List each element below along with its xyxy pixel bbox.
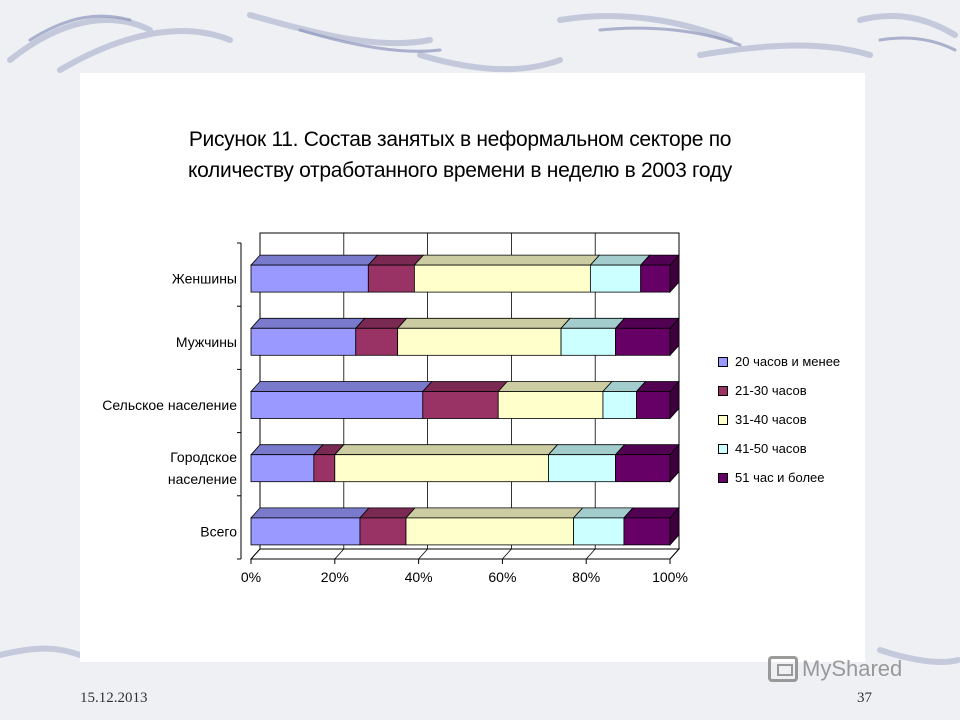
bar-segment-top [359, 507, 416, 519]
x-tick-label: 40% [405, 569, 433, 585]
legend-item: 21-30 часов [718, 376, 840, 405]
legend-label: 51 час и более [735, 470, 825, 485]
bar-segment-top [413, 254, 601, 266]
bar-segment-top [623, 507, 680, 519]
y-category-label: Городское [170, 449, 237, 465]
legend-label: 20 часов и менее [735, 354, 841, 369]
x-tick-label: 0% [241, 569, 261, 585]
bar-segment [615, 454, 671, 483]
bar-segment-top [250, 317, 366, 329]
floor-gridline [250, 548, 261, 560]
bar-segment-top [367, 254, 425, 266]
projector-icon [768, 656, 798, 682]
bar-segment-top [497, 381, 613, 392]
bar-segment-side [669, 443, 680, 483]
bar-segment [250, 517, 361, 546]
x-tick-label: 100% [652, 569, 688, 585]
bar-segment [602, 391, 637, 419]
bar-segment-top [250, 444, 324, 456]
legend-item: 41-50 часов [718, 434, 840, 463]
legend-swatch [718, 356, 728, 367]
bar-segment-top [421, 381, 509, 392]
legend-item: 51 час и более [718, 463, 840, 492]
bar-segment [250, 454, 315, 483]
bar-segment [250, 327, 357, 356]
chart-title: Рисунок 11. Состав занятых в неформально… [80, 124, 840, 186]
legend-item: 31-40 часов [718, 405, 840, 434]
floor-gridline [669, 548, 680, 560]
floor-gridline [418, 548, 428, 560]
bar-segment-top [333, 444, 559, 456]
floor-gridline [334, 548, 345, 560]
bar-segment [250, 264, 369, 293]
bar-segment-top [614, 444, 680, 456]
legend-label: 21-30 часов [735, 383, 807, 398]
bar-segment [615, 327, 671, 356]
x-tick-label: 20% [321, 569, 349, 585]
legend-label: 31-40 часов [735, 412, 807, 427]
legend-label: 41-50 часов [735, 441, 807, 456]
bar-segment [560, 327, 616, 356]
bar-segment-top [547, 444, 626, 456]
legend-item: 20 часов и менее [718, 347, 840, 376]
y-category-label: Всего [200, 523, 237, 539]
bar-segment-top [250, 507, 370, 519]
bar-segment [640, 264, 671, 293]
bar-segment-top [572, 507, 634, 519]
bar-segment [548, 454, 616, 483]
watermark-text: MyShared [802, 656, 903, 681]
x-tick-label: 60% [488, 569, 516, 585]
y-category-label: Женшины [172, 271, 237, 287]
bar-segment [623, 517, 671, 546]
bar-segment [250, 391, 424, 419]
bar-segment-top [250, 254, 379, 266]
bar-segment-top [405, 507, 584, 519]
floor-gridline [502, 548, 512, 560]
bar-segment [589, 264, 642, 293]
bar-segment [355, 327, 399, 356]
bar-segment [367, 264, 415, 293]
x-tick-label: 80% [572, 569, 600, 585]
bar-segment-top [560, 317, 626, 329]
bar-segment-side [669, 317, 680, 357]
bar-segment [397, 327, 562, 356]
y-category-label: Сельское население [102, 397, 237, 413]
chart-title-line-2: количеству отработанного времени в недел… [188, 159, 732, 182]
stacked-bar-chart: 0% 20% 40% 60% 80% 100% Женшины Мужчины Сельское… [102, 232, 688, 585]
bar-segment [422, 391, 499, 419]
bar-segment [497, 391, 604, 419]
footer-date: 15.12.2013 [80, 690, 148, 706]
chart-legend: 20 часов и менее 21-30 часов 31-40 часов 41… [718, 347, 840, 492]
bar-segment-top [396, 317, 571, 329]
bar-segment-side [669, 506, 680, 546]
bar-segment-top [589, 254, 651, 266]
bar-segment [414, 264, 591, 293]
bar-segment-top [614, 317, 680, 329]
watermark: MyShared [768, 656, 902, 682]
bar-segment [359, 517, 407, 546]
bar-segment-side [669, 254, 680, 294]
bar-segment-side [669, 380, 680, 420]
legend-swatch [718, 414, 728, 425]
bar-segment [334, 454, 549, 483]
bar-segment [313, 454, 336, 483]
bar-segment [636, 391, 671, 419]
legend-swatch [718, 385, 728, 396]
chart-title-line-1: Рисунок 11. Состав занятых в неформально… [188, 128, 732, 151]
footer-page-number: 37 [857, 690, 872, 706]
legend-swatch [718, 472, 728, 483]
bar-segment [573, 517, 625, 546]
floor-gridline [585, 548, 596, 560]
bar-segment-top [250, 381, 433, 392]
bar-segment [405, 517, 575, 546]
legend-swatch [718, 443, 728, 454]
y-category-label: Мужчины [176, 334, 237, 350]
y-category-label: население [168, 471, 237, 487]
plot-floor [249, 548, 681, 560]
